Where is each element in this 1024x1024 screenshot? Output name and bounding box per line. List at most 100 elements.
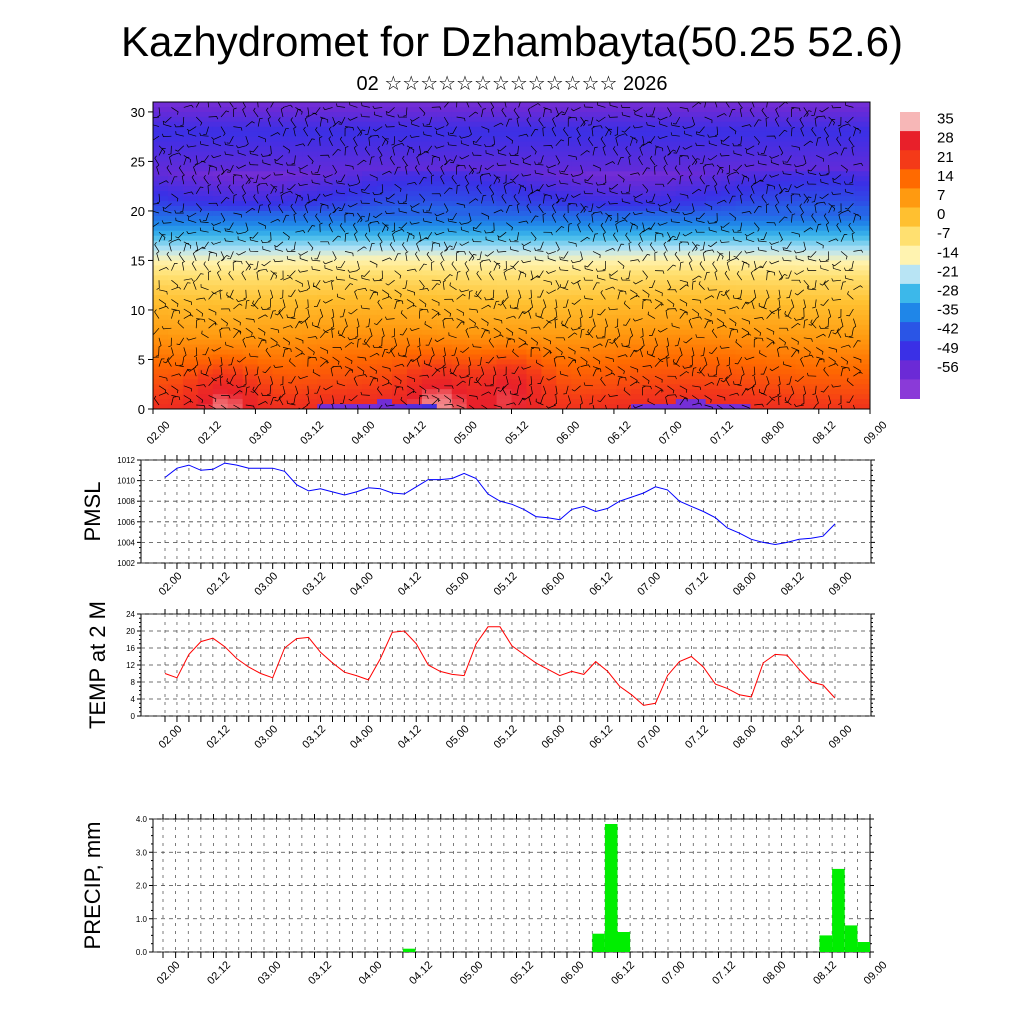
wind-barb: [665, 347, 669, 358]
wind-barb: [629, 137, 636, 146]
wind-barb: [194, 155, 198, 166]
field-cell: [182, 339, 199, 346]
field-cell: [436, 116, 453, 123]
wind-barb: [250, 145, 259, 153]
wind-barb: [583, 104, 594, 108]
wind-barb: [196, 297, 206, 301]
field-cell: [810, 215, 826, 222]
field-cell: [855, 176, 870, 182]
field-cell: [302, 394, 318, 400]
field-cell: [153, 166, 169, 172]
wind-barb: [399, 328, 408, 336]
field-cell: [840, 136, 856, 143]
wind-barb: [464, 261, 470, 271]
field-cell: [421, 295, 438, 301]
field-cell: [660, 102, 677, 108]
field-cell: [675, 136, 692, 143]
field-cell: [377, 106, 393, 113]
field-cell: [765, 146, 781, 153]
field-cell: [810, 230, 826, 237]
field-cell: [511, 404, 528, 409]
wind-barb: [568, 241, 577, 247]
field-cell: [795, 181, 811, 187]
field-cell: [735, 295, 752, 301]
wind-barb: [167, 145, 172, 156]
field-cell: [392, 245, 408, 252]
x-tick-label: 06.00: [554, 419, 582, 447]
wind-barb: [211, 222, 222, 226]
field-cell: [840, 314, 856, 321]
wind-barb: [803, 354, 814, 358]
field-cell: [720, 161, 737, 167]
field-cell: [571, 319, 587, 326]
wind-barb: [561, 318, 569, 327]
wind-barb: [319, 360, 329, 367]
field-cell: [690, 265, 707, 271]
field-cell: [406, 235, 423, 242]
wind-barb: [158, 392, 169, 396]
field-cell: [526, 314, 542, 321]
field-cell: [795, 295, 811, 301]
field-cell: [825, 339, 841, 346]
field-cell: [197, 364, 214, 370]
wind-barb: [791, 322, 801, 329]
field-cell: [750, 131, 767, 138]
wind-barb: [760, 366, 767, 375]
wind-barb: [220, 404, 228, 409]
field-cell: [317, 161, 333, 167]
field-cell: [526, 245, 542, 252]
field-cell: [526, 404, 542, 409]
wind-barb: [567, 203, 571, 214]
field-cell: [586, 106, 602, 113]
wind-barb: [724, 289, 730, 300]
field-cell: [556, 280, 572, 286]
field-cell: [197, 324, 214, 331]
wind-barb: [331, 308, 335, 319]
field-cell: [810, 176, 826, 182]
wind-barb: [183, 385, 192, 392]
wind-barb: [567, 117, 572, 127]
wind-barb: [419, 299, 427, 308]
field-cell: [167, 384, 184, 390]
field-cell: [616, 121, 632, 128]
wind-barb: [716, 291, 723, 300]
wind-barb: [522, 245, 532, 252]
wind-barb: [853, 249, 864, 253]
field-cell: [541, 300, 557, 306]
wind-barb: [236, 384, 246, 388]
field-cell: [242, 399, 259, 405]
field-cell: [496, 146, 513, 153]
field-cell: [840, 379, 856, 385]
wind-barb: [816, 241, 824, 249]
wind-barb: [729, 327, 739, 333]
wind-barb: [530, 145, 537, 155]
wind-barb: [778, 145, 784, 156]
field-cell: [287, 255, 303, 262]
field-cell: [421, 300, 438, 306]
wind-barb: [156, 280, 160, 290]
field-cell: [272, 201, 289, 207]
wind-barb: [456, 165, 460, 175]
wind-barb: [794, 250, 804, 254]
field-cell: [242, 334, 259, 341]
wind-barb: [595, 335, 606, 339]
wind-barb: [216, 270, 222, 281]
field-cell: [705, 191, 722, 197]
field-cell: [645, 161, 662, 167]
wind-barb: [739, 107, 743, 118]
wind-barb: [406, 375, 415, 383]
field-cell: [197, 275, 214, 281]
field-cell: [840, 389, 856, 395]
wind-barb: [679, 193, 689, 199]
wind-barb: [770, 245, 780, 252]
wind-barb: [338, 116, 346, 125]
wind-barb: [233, 126, 243, 131]
field-cell: [571, 166, 587, 172]
field-cell: [466, 215, 483, 222]
wind-barb: [493, 122, 504, 127]
wind-barb: [691, 203, 695, 214]
wind-barb: [169, 155, 173, 166]
wind-barb: [617, 133, 628, 137]
field-cell: [466, 116, 483, 123]
wind-barb: [803, 337, 813, 342]
